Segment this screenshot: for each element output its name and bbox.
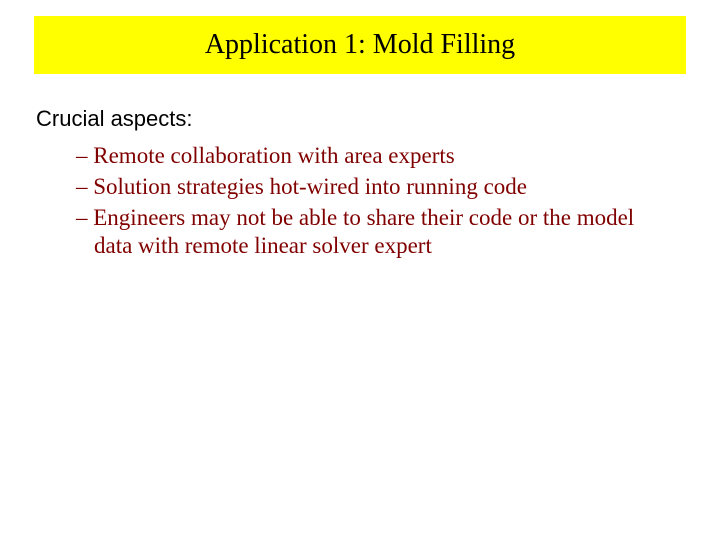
bullet-list: – Remote collaboration with area experts… [76, 142, 676, 263]
bullet-item: – Remote collaboration with area experts [76, 142, 676, 171]
subtitle: Crucial aspects: [36, 106, 193, 132]
slide-title: Application 1: Mold Filling [205, 29, 515, 61]
bullet-item: – Engineers may not be able to share the… [76, 204, 676, 262]
title-box: Application 1: Mold Filling [34, 16, 686, 74]
bullet-item: – Solution strategies hot-wired into run… [76, 173, 676, 202]
slide: Application 1: Mold Filling Crucial aspe… [0, 0, 720, 540]
